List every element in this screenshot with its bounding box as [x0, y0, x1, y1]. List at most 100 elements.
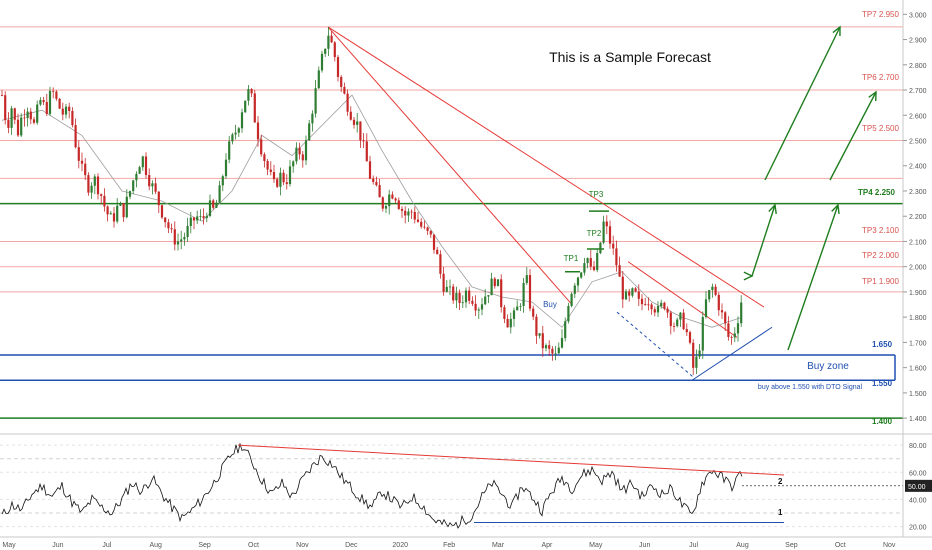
candle-body	[660, 302, 663, 307]
candle-body	[71, 110, 74, 126]
candle-body	[336, 57, 340, 77]
candle-body	[423, 226, 426, 228]
time-tick-label: Mar	[492, 542, 505, 549]
time-tick-label: 2020	[392, 542, 408, 549]
candle-body	[349, 111, 352, 120]
candle-body	[538, 333, 541, 336]
candle-body	[58, 98, 61, 109]
candle-body	[676, 319, 679, 327]
price-tick-label: 2.200	[909, 214, 927, 221]
candle-body	[605, 221, 608, 227]
candle-body	[138, 167, 141, 174]
price-tick-label: 1.500	[909, 391, 927, 398]
candle-body	[167, 222, 170, 229]
candle-body	[157, 191, 160, 206]
candle-body	[0, 95, 4, 96]
candle-body	[13, 108, 16, 120]
candle-body	[592, 266, 596, 271]
candle-body	[212, 200, 215, 208]
buy-zone-layer	[0, 354, 896, 382]
buy-zone-fill	[0, 355, 895, 380]
candle-body	[359, 121, 362, 141]
candle-body	[452, 286, 455, 301]
candle-body	[106, 206, 109, 215]
candle-body	[196, 216, 199, 221]
tp3-label: TP3 2.100	[862, 226, 899, 235]
candle-body	[724, 312, 727, 324]
candle-body	[135, 173, 138, 181]
candle-body	[720, 310, 724, 313]
candle-body	[599, 242, 602, 254]
tp3-marker-label: TP3	[589, 190, 604, 199]
candle-body	[557, 347, 560, 354]
osc-marker-1: 1	[778, 508, 783, 517]
candle-body	[84, 163, 87, 176]
candle-body	[663, 302, 666, 309]
arrow-long-head	[832, 25, 841, 37]
osc-current-value: 50.00	[908, 484, 926, 491]
candle-body	[368, 161, 372, 179]
candle-body	[541, 333, 544, 349]
tp7-label: TP7 2.950	[862, 10, 899, 19]
candle-body	[215, 202, 218, 208]
time-tick-label: Oct	[248, 542, 259, 549]
candle-body	[394, 198, 397, 201]
chart-title: This is a Sample Forecast	[549, 49, 711, 65]
ma-line	[1, 94, 743, 328]
candle-body	[522, 282, 525, 306]
candle-body	[320, 53, 324, 71]
trendline-steep	[327, 26, 573, 305]
candle-body	[653, 309, 656, 313]
candle-body	[407, 211, 410, 216]
candle-body	[525, 275, 528, 283]
candle-body	[285, 182, 288, 185]
candle-body	[413, 212, 416, 220]
candle-body	[442, 273, 445, 292]
candle-body	[311, 113, 314, 124]
candle-body	[343, 86, 346, 94]
candle-body	[298, 147, 301, 155]
candle-body	[116, 205, 119, 222]
candle-body	[717, 294, 720, 311]
price-tick-label: 2.900	[909, 38, 927, 45]
candle-body	[103, 195, 106, 207]
time-tick-label: Jun	[52, 542, 63, 549]
candle-body	[535, 316, 538, 336]
time-tick-label: Sep	[198, 542, 211, 549]
time-tick-label: Aug	[736, 542, 749, 549]
candle-body	[39, 100, 42, 105]
candle-body	[151, 183, 154, 187]
candle-body	[618, 265, 621, 277]
tp6-label: TP6 2.700	[862, 73, 899, 82]
candle-body	[612, 243, 615, 249]
candle-body	[740, 302, 743, 324]
candle-body	[125, 196, 128, 218]
candle-body	[589, 258, 592, 267]
candle-body	[416, 219, 420, 222]
target-levels	[0, 26, 903, 419]
time-tick-label: Jul	[689, 542, 698, 549]
moving-average	[1, 94, 743, 328]
candle-body	[269, 169, 272, 172]
candle-body	[292, 161, 295, 167]
candle-body	[183, 237, 186, 240]
candle-body	[4, 95, 7, 120]
candle-body	[685, 329, 688, 333]
candle-body	[695, 356, 698, 368]
candle-body	[516, 306, 519, 311]
candle-body	[128, 191, 132, 197]
candle-body	[378, 185, 381, 198]
candle-body	[628, 291, 631, 296]
candle-body	[90, 185, 93, 193]
candle-body	[480, 304, 484, 310]
candle-body	[87, 175, 90, 193]
candle-body	[567, 305, 570, 322]
candle-body	[109, 213, 112, 215]
candle-body	[340, 76, 343, 87]
arrow-zone-b-head	[868, 90, 877, 102]
candle-body	[615, 248, 618, 266]
candle-body	[570, 293, 573, 306]
candle-body	[432, 234, 436, 250]
